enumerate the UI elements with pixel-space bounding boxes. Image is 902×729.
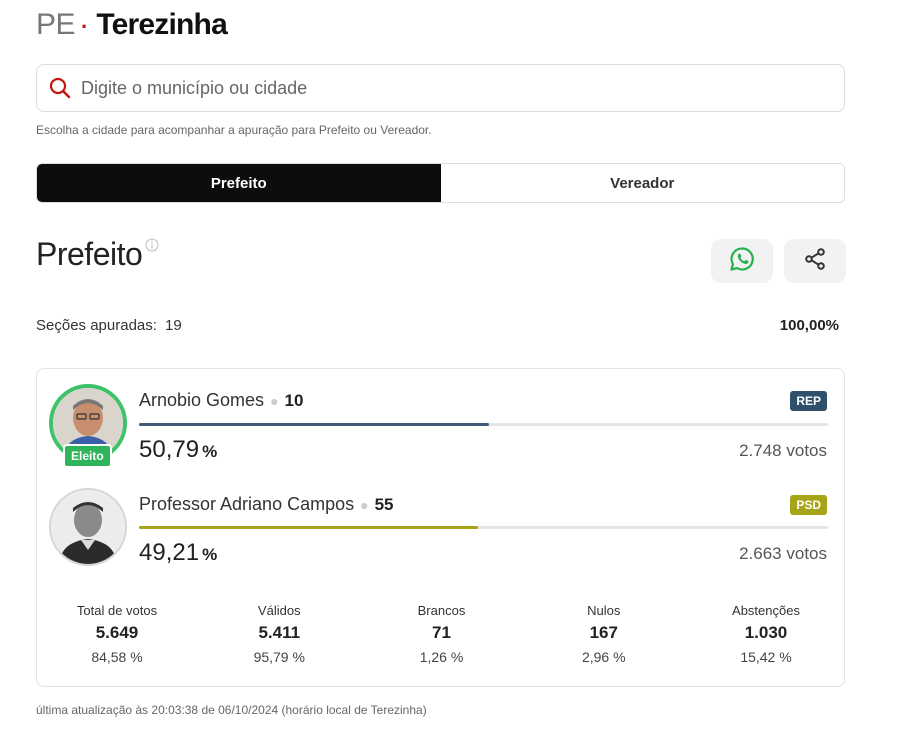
vote-bar: [139, 526, 828, 529]
secoes-label: Seções apuradas:: [36, 317, 157, 334]
stat-value: 71: [432, 623, 451, 642]
percent-unit: %: [202, 442, 218, 461]
apuracao-percent: 100,00%: [779, 317, 839, 334]
name-separator: ●: [360, 497, 369, 513]
candidate-avatar: [49, 488, 127, 566]
vote-bar-fill: [139, 526, 479, 529]
section-title: Prefeito: [36, 236, 143, 272]
stat-percent: 15,42 %: [740, 649, 792, 665]
candidate-name-row: Arnobio Gomes ● 10: [139, 390, 303, 411]
party-badge: PSD: [790, 495, 827, 515]
tab-vereador[interactable]: Vereador: [440, 164, 844, 202]
stat-value: 167: [589, 623, 618, 642]
elected-badge: Eleito: [63, 444, 112, 468]
summary-stats: Total de votos 5.649 84,58 % Válidos 5.4…: [37, 603, 846, 665]
stat-percent: 84,58 %: [91, 649, 143, 665]
candidate-name: Arnobio Gomes: [139, 390, 265, 410]
candidate-number: 10: [284, 391, 304, 410]
stat-label: Brancos: [417, 603, 466, 618]
stat-label: Abstenções: [732, 603, 800, 618]
title-separator: ·: [81, 14, 89, 39]
city-name: Terezinha: [96, 8, 227, 41]
whatsapp-icon: [729, 246, 755, 277]
candidate-percent: 50,79%: [139, 436, 217, 464]
candidate-name-row: Professor Adriano Campos ● 55: [139, 494, 394, 515]
search-icon: [49, 77, 71, 99]
share-button[interactable]: [784, 239, 846, 283]
candidate-votes: 2.748 votos: [739, 441, 827, 460]
vote-bar: [139, 423, 828, 426]
stat-value: 5.649: [95, 623, 139, 642]
vote-bar-fill: [139, 423, 489, 426]
stat-brancos: Brancos 71 1,26 %: [362, 603, 522, 665]
office-tabs: Prefeito Vereador: [36, 163, 845, 203]
stat-label: Válidos: [257, 603, 301, 618]
candidate-name: Professor Adriano Campos: [139, 494, 355, 514]
stat-percent: 1,26 %: [419, 649, 464, 665]
stat-percent: 95,79 %: [253, 649, 305, 665]
page-title: PE · Terezinha: [36, 8, 228, 48]
name-separator: ●: [270, 393, 279, 409]
whatsapp-share-button[interactable]: [711, 239, 773, 283]
stat-value: 1.030: [744, 623, 788, 642]
candidate-number: 55: [374, 495, 394, 514]
state-code: PE: [36, 8, 76, 41]
search-bar[interactable]: [36, 64, 845, 112]
percent-unit: %: [202, 545, 218, 564]
candidate-photo: [51, 490, 125, 564]
info-icon[interactable]: [145, 238, 159, 257]
stat-label: Total de votos: [76, 603, 158, 618]
percent-value: 49,21: [139, 539, 200, 566]
candidate-votes: 2.663 votos: [739, 544, 827, 563]
stat-label: Nulos: [587, 603, 621, 618]
results-card: Eleito Arnobio Gomes ● 10 REP 50,79% 2.748…: [36, 368, 845, 687]
stat-nulos: Nulos 167 2,96 %: [524, 603, 684, 665]
stat-value: 5.411: [258, 623, 301, 642]
search-hint: Escolha a cidade para acompanhar a apura…: [36, 123, 432, 137]
party-badge: REP: [790, 391, 827, 411]
stat-validos: Válidos 5.411 95,79 %: [199, 603, 359, 665]
search-input[interactable]: [81, 77, 781, 99]
stat-abstencoes: Abstenções 1.030 15,42 %: [686, 603, 846, 665]
tab-prefeito[interactable]: Prefeito: [37, 164, 441, 202]
stat-total: Total de votos 5.649 84,58 %: [37, 603, 197, 665]
stat-percent: 2,96 %: [581, 649, 626, 665]
secoes-value: 19: [165, 317, 182, 334]
last-update-note: última atualização às 20:03:38 de 06/10/…: [36, 703, 427, 717]
share-icon: [803, 247, 827, 276]
candidate-percent: 49,21%: [139, 539, 217, 567]
percent-value: 50,79: [139, 436, 200, 463]
